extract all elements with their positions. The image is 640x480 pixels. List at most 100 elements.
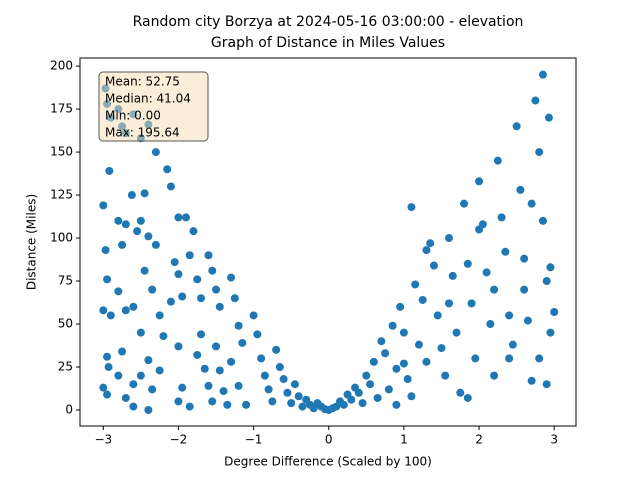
point	[392, 400, 401, 409]
y-tick-label: 175	[50, 102, 73, 116]
point	[148, 285, 157, 294]
point	[448, 271, 457, 280]
point	[535, 148, 544, 157]
point	[392, 364, 401, 373]
x-tick-label: −2	[170, 433, 188, 447]
point	[362, 371, 371, 380]
y-tick-label: 100	[50, 231, 73, 245]
point	[178, 292, 187, 301]
point	[230, 294, 239, 303]
y-tick-label: 25	[58, 360, 73, 374]
point	[542, 380, 551, 389]
point	[129, 302, 138, 311]
point	[133, 227, 142, 236]
point	[166, 182, 175, 191]
point	[527, 376, 536, 385]
point	[114, 216, 123, 225]
point	[538, 70, 547, 79]
point	[174, 270, 183, 279]
point	[103, 275, 112, 284]
point	[234, 381, 243, 390]
y-tick-label: 150	[50, 145, 73, 159]
point	[129, 402, 138, 411]
point	[99, 383, 108, 392]
point	[546, 328, 555, 337]
point	[381, 349, 390, 358]
point	[366, 380, 375, 389]
point	[170, 258, 179, 267]
point	[460, 199, 469, 208]
point	[215, 302, 224, 311]
chart-subtitle: Graph of Distance in Miles Values	[211, 35, 445, 51]
point	[144, 232, 153, 241]
point	[516, 185, 525, 194]
point	[238, 338, 247, 347]
point	[155, 311, 164, 320]
point	[127, 191, 136, 200]
point	[208, 397, 217, 406]
point	[257, 354, 266, 363]
point	[268, 397, 277, 406]
point	[411, 280, 420, 289]
point	[99, 306, 108, 315]
plot-frame	[79, 57, 577, 427]
point	[426, 239, 435, 248]
point	[505, 354, 514, 363]
y-tick-label: 0	[65, 403, 73, 417]
point	[181, 213, 190, 222]
point	[196, 294, 205, 303]
point	[155, 366, 164, 375]
point	[287, 399, 296, 408]
point	[114, 371, 123, 380]
point	[463, 393, 472, 402]
point	[136, 216, 145, 225]
point	[396, 302, 405, 311]
y-tick-label: 125	[50, 188, 73, 202]
point	[294, 392, 303, 401]
point	[444, 299, 453, 308]
point	[118, 240, 127, 249]
point	[544, 113, 553, 122]
point	[129, 380, 138, 389]
point	[189, 227, 198, 236]
point	[523, 316, 532, 325]
x-tick-label: −3	[94, 433, 112, 447]
point	[407, 203, 416, 212]
point	[531, 96, 540, 105]
point	[422, 246, 431, 255]
point	[136, 328, 145, 337]
point	[159, 332, 168, 341]
point	[490, 285, 499, 294]
point	[422, 357, 431, 366]
point	[501, 247, 510, 256]
point	[264, 385, 273, 394]
point	[275, 363, 284, 372]
point	[99, 201, 108, 210]
point	[204, 251, 213, 260]
point	[456, 388, 465, 397]
point	[212, 342, 221, 351]
x-tick-label: 3	[550, 433, 558, 447]
point	[527, 199, 536, 208]
point	[260, 371, 269, 380]
point	[174, 342, 183, 351]
point	[253, 330, 262, 339]
point	[174, 213, 183, 222]
point	[193, 350, 202, 359]
point	[388, 321, 397, 330]
point	[490, 371, 499, 380]
point	[185, 402, 194, 411]
point	[437, 344, 446, 353]
point	[399, 359, 408, 368]
x-tick-label: 0	[325, 433, 333, 447]
point	[403, 375, 412, 384]
point	[497, 213, 506, 222]
point	[433, 311, 442, 320]
point	[227, 357, 236, 366]
point	[414, 340, 423, 349]
point	[373, 393, 382, 402]
y-tick-label: 200	[50, 59, 73, 73]
point	[105, 166, 114, 175]
point	[219, 387, 228, 396]
point	[200, 364, 209, 373]
